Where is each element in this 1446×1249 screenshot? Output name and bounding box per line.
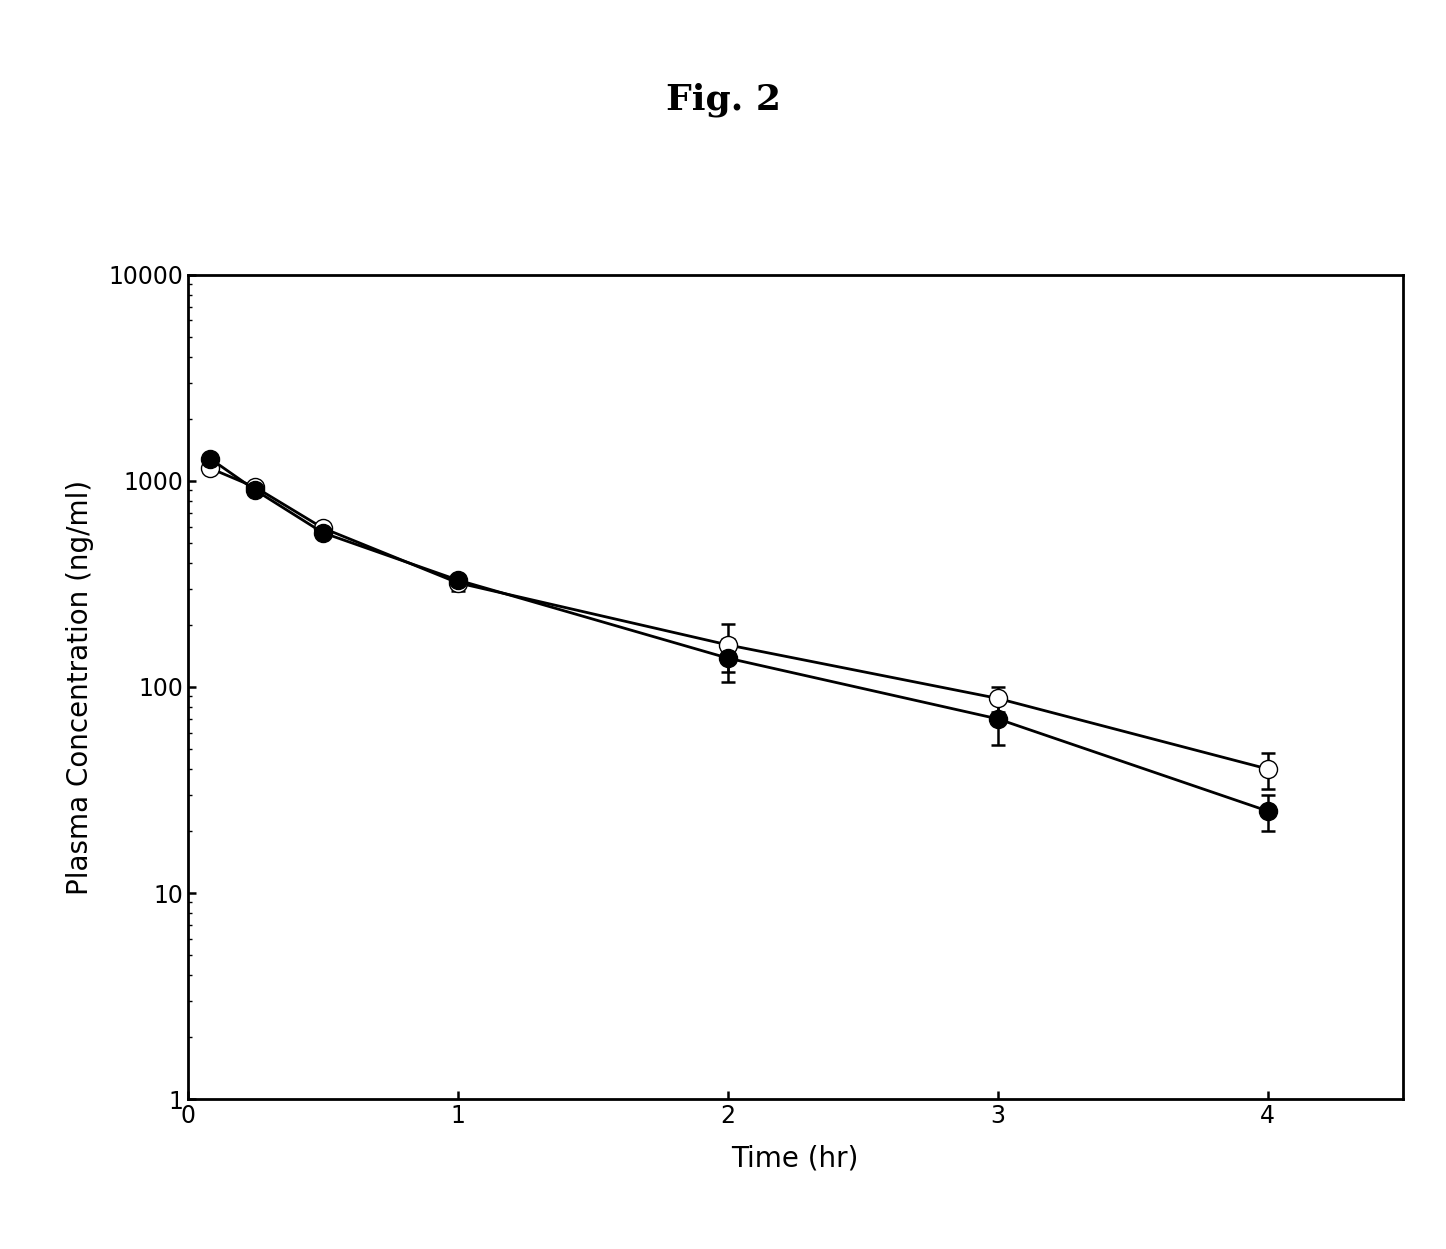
X-axis label: Time (hr): Time (hr)	[732, 1144, 859, 1173]
Text: Fig. 2: Fig. 2	[665, 82, 781, 117]
Y-axis label: Plasma Concentration (ng/ml): Plasma Concentration (ng/ml)	[67, 480, 94, 894]
